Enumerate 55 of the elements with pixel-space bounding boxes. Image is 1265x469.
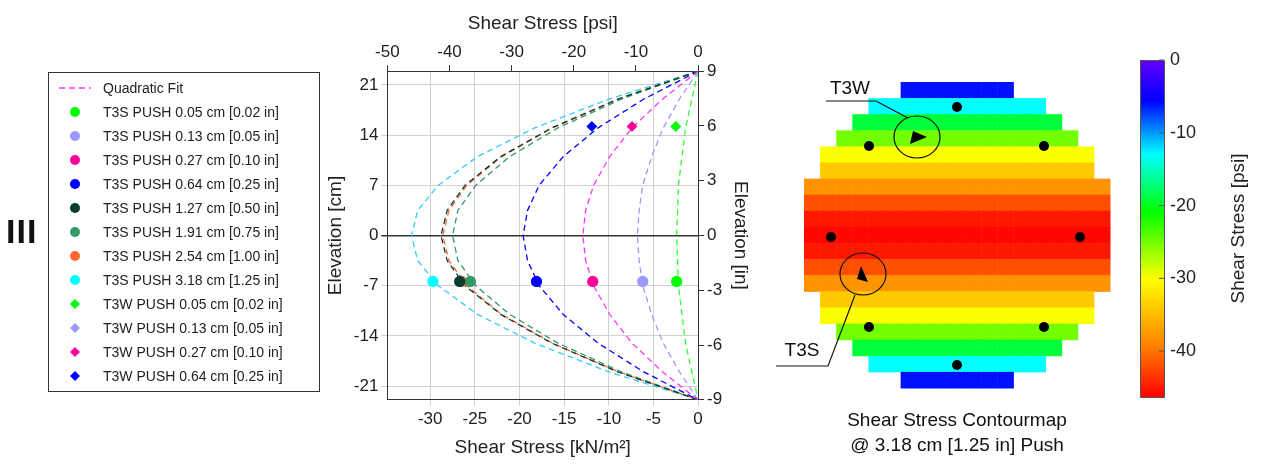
y2-tick-label: 3 xyxy=(707,170,717,190)
y2-tick-label: 9 xyxy=(707,60,717,80)
text: III xyxy=(6,212,38,251)
x2-tick-label: -50 xyxy=(375,41,400,61)
annotation: T3W xyxy=(829,77,871,99)
y2-tick-label: -9 xyxy=(707,389,723,409)
text: Shear Stress Contourmap xyxy=(847,409,1067,431)
x2-axis-title: Shear Stress [psi] xyxy=(467,11,618,33)
x-tick-label: -25 xyxy=(462,408,488,428)
y-tick-label: -21 xyxy=(353,375,379,395)
legend-label: T3S PUSH 0.13 cm [0.05 in] xyxy=(103,128,279,144)
color-bar-label: 0 xyxy=(1170,48,1181,69)
legend-label: T3S PUSH 0.05 cm [0.02 in] xyxy=(103,104,279,120)
legend-label: T3S PUSH 0.27 cm [0.10 in] xyxy=(103,152,279,168)
x2-tick-label: -40 xyxy=(437,41,462,61)
y-tick-label: 21 xyxy=(359,74,379,94)
x-axis-title: Shear Stress [kN/m²] xyxy=(454,435,631,457)
legend-label: T3W PUSH 0.64 cm [0.25 in] xyxy=(103,368,283,384)
y2-axis-title: Elevation [in] xyxy=(731,181,753,290)
x2-tick-label: 0 xyxy=(693,41,703,61)
y2-tick-label: 6 xyxy=(707,115,717,135)
x2-tick-label: -30 xyxy=(499,41,524,61)
y-tick-label: 0 xyxy=(368,225,379,245)
y-axis-title: Elevation [cm] xyxy=(323,175,345,296)
y-tick-label: -14 xyxy=(353,325,379,345)
legend-label: T3S PUSH 0.64 cm [0.25 in] xyxy=(103,176,279,192)
y2-tick-label: 0 xyxy=(707,225,717,245)
x-tick-label: -5 xyxy=(645,408,661,428)
legend-label: T3S PUSH 1.91 cm [0.75 in] xyxy=(103,224,279,240)
color-bar-title: Shear Stress [psi] xyxy=(1227,153,1249,304)
color-bar-label: -30 xyxy=(1170,267,1197,288)
x-tick-label: 0 xyxy=(693,408,703,428)
x-tick-label: -20 xyxy=(507,408,532,428)
color-bar-label: -40 xyxy=(1170,340,1197,361)
legend-label: T3W PUSH 0.27 cm [0.10 in] xyxy=(103,344,283,360)
y-tick-label: 14 xyxy=(359,124,379,144)
x2-tick-label: -20 xyxy=(561,41,587,61)
x-tick-label: -30 xyxy=(417,408,443,428)
y2-tick-label: -6 xyxy=(707,334,723,354)
color-bar-label: -10 xyxy=(1170,121,1197,142)
x-tick-label: -10 xyxy=(596,408,622,428)
text: @ 3.18 cm [1.25 in] Push xyxy=(850,434,1064,456)
x2-tick-label: -10 xyxy=(623,41,649,61)
legend-label: T3S PUSH 1.27 cm [0.50 in] xyxy=(103,200,279,216)
legend-label: T3S PUSH 2.54 cm [1.00 in] xyxy=(103,248,279,264)
x-tick-label: -15 xyxy=(551,408,577,428)
legend-label: T3W PUSH 0.05 cm [0.02 in] xyxy=(103,296,283,312)
legend-label: Quadratic Fit xyxy=(103,80,184,96)
y-tick-label: 7 xyxy=(368,174,379,194)
color-bar-label: -20 xyxy=(1170,194,1197,215)
legend-label: T3W PUSH 0.13 cm [0.05 in] xyxy=(103,320,283,336)
y-tick-label: -7 xyxy=(363,275,379,295)
annotation: T3S xyxy=(784,339,820,361)
legend-label: T3S PUSH 3.18 cm [1.25 in] xyxy=(103,272,279,288)
y2-tick-label: -3 xyxy=(707,279,723,299)
